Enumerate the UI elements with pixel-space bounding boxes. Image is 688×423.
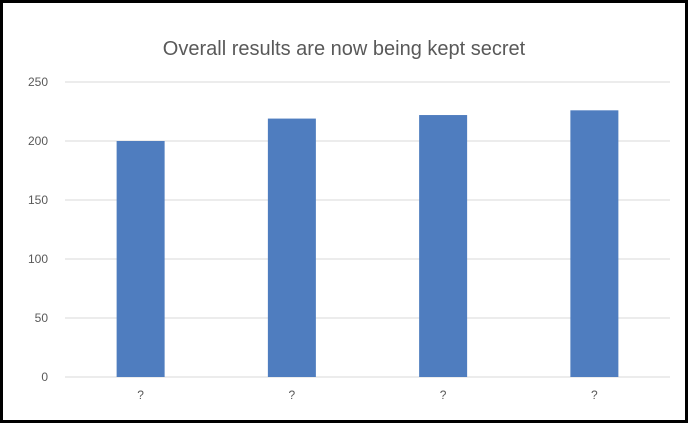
y-tick-label: 250 bbox=[28, 75, 48, 89]
bar bbox=[419, 115, 468, 377]
bar-chart: Overall results are now being kept secre… bbox=[28, 38, 670, 402]
y-axis-ticks: 0 50 100 150 200 250 bbox=[28, 75, 48, 384]
bar bbox=[267, 118, 316, 377]
bar bbox=[570, 110, 619, 377]
y-tick-label: 150 bbox=[28, 193, 48, 207]
bar bbox=[116, 141, 165, 377]
x-tick-label: ? bbox=[137, 388, 144, 402]
bars bbox=[116, 110, 619, 377]
y-tick-label: 100 bbox=[28, 252, 48, 266]
y-tick-label: 200 bbox=[28, 134, 48, 148]
x-axis-ticks: ???? bbox=[137, 388, 598, 402]
y-tick-label: 50 bbox=[35, 311, 49, 325]
x-tick-label: ? bbox=[440, 388, 447, 402]
x-tick-label: ? bbox=[591, 388, 598, 402]
x-tick-label: ? bbox=[289, 388, 296, 402]
gridlines bbox=[65, 81, 670, 378]
y-tick-label: 0 bbox=[41, 370, 48, 384]
chart-title: Overall results are now being kept secre… bbox=[163, 38, 526, 60]
